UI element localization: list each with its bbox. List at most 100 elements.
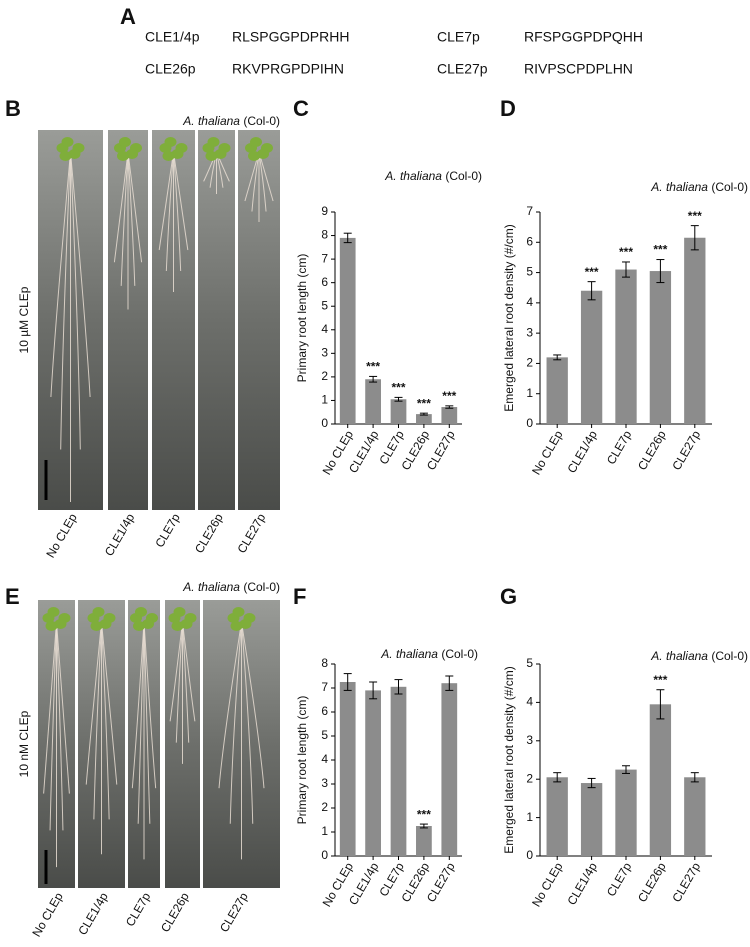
error-bar xyxy=(553,772,562,783)
error-bar xyxy=(394,679,403,695)
root xyxy=(218,621,242,789)
y-tick-label: 3 xyxy=(526,325,533,339)
panel-title: A. thaliana (Col-0) xyxy=(650,180,748,194)
bar xyxy=(684,777,706,856)
leaf xyxy=(45,621,58,631)
leaf xyxy=(239,619,252,629)
error-bar xyxy=(445,405,454,409)
photo-category: CLE26p xyxy=(158,890,192,935)
leaf xyxy=(133,621,145,631)
y-tick-label: 0 xyxy=(526,416,533,430)
y-tick-label: 1 xyxy=(526,386,533,400)
significance: *** xyxy=(391,381,405,395)
x-tick-label: CLE1/4p xyxy=(564,428,600,476)
bar xyxy=(365,379,381,424)
y-tick-label: 4 xyxy=(526,695,533,709)
error-bar xyxy=(419,412,428,416)
leaf xyxy=(119,137,131,147)
y-tick-label: 6 xyxy=(321,704,328,718)
root xyxy=(113,151,129,263)
panel-letter: G xyxy=(500,584,517,609)
error-bar xyxy=(690,225,699,251)
leaf xyxy=(126,149,138,159)
peptide-name: CLE26p xyxy=(145,61,196,77)
panel-letter: D xyxy=(500,96,516,121)
bar xyxy=(615,269,637,424)
bar xyxy=(339,237,356,424)
leaf xyxy=(135,607,147,617)
root xyxy=(158,151,174,251)
error-bar xyxy=(587,777,596,789)
y-tick-label: 8 xyxy=(321,228,328,242)
y-tick-label: 5 xyxy=(526,265,533,279)
bar xyxy=(649,704,672,856)
panel-letter: A xyxy=(120,4,136,29)
leaf xyxy=(142,619,154,629)
peptide-sequence: RFSPGGPDPQHH xyxy=(524,29,643,45)
photo-category: CLE7p xyxy=(152,511,183,550)
x-tick-label: CLE1/4p xyxy=(564,860,600,908)
panel-letter: C xyxy=(293,96,309,121)
treatment-label: 10 nM CLEp xyxy=(17,710,31,777)
y-axis-label: Primary root length (cm) xyxy=(295,696,309,825)
peptide-name: CLE7p xyxy=(437,29,480,45)
y-tick-label: 6 xyxy=(321,275,328,289)
species: A. thaliana xyxy=(650,180,708,194)
panel-letter: E xyxy=(5,584,20,609)
x-tick-label: CLE7p xyxy=(604,860,635,899)
significance: *** xyxy=(653,243,667,257)
photo-category: CLE1/4p xyxy=(102,511,138,559)
root xyxy=(70,151,81,450)
root xyxy=(127,151,143,263)
x-tick-label: CLE26p xyxy=(635,428,669,473)
leaf xyxy=(205,151,218,161)
root xyxy=(169,621,183,722)
y-tick-label: 8 xyxy=(321,656,328,670)
y-tick-label: 4 xyxy=(321,752,328,766)
root xyxy=(137,621,145,824)
panel-letter: B xyxy=(5,96,21,121)
peptide-sequence: RLSPGGPDPRHH xyxy=(232,29,349,45)
root xyxy=(173,151,182,272)
peptide-name: CLE27p xyxy=(437,61,488,77)
strain: (Col-0) xyxy=(711,180,748,194)
leaf xyxy=(99,619,112,629)
peptide-sequence: RIVPSCPDPLHN xyxy=(524,61,633,77)
photo-category: CLE7p xyxy=(123,890,154,929)
y-axis-label: Primary root length (cm) xyxy=(295,254,309,383)
y-tick-label: 1 xyxy=(321,393,328,407)
bar xyxy=(390,686,407,856)
root xyxy=(70,151,91,398)
root xyxy=(131,621,145,789)
bar xyxy=(416,414,432,424)
x-tick-label: CLE7p xyxy=(604,428,635,467)
species: A. thaliana xyxy=(380,647,438,661)
leaf xyxy=(250,137,262,147)
strain: (Col-0) xyxy=(441,647,478,661)
bar xyxy=(339,682,356,856)
y-tick-label: 1 xyxy=(526,810,533,824)
y-tick-label: 1 xyxy=(321,824,328,838)
x-tick-label: CLE27p xyxy=(669,860,703,905)
bar xyxy=(390,399,407,424)
strain: (Col-0) xyxy=(243,580,280,594)
leaf xyxy=(47,607,60,617)
leaf xyxy=(171,621,184,631)
leaf xyxy=(54,619,67,629)
y-tick-label: 4 xyxy=(526,295,533,309)
panel-title: A. thaliana (Col-0) xyxy=(384,169,482,183)
panel-title: A. thaliana (Col-0) xyxy=(182,580,280,594)
y-tick-label: 5 xyxy=(526,656,533,670)
peptide-name: CLE1/4p xyxy=(145,29,200,45)
root xyxy=(56,621,70,794)
root xyxy=(229,621,242,824)
root xyxy=(50,151,71,398)
error-bar xyxy=(622,765,630,774)
photo-category: CLE27p xyxy=(235,511,269,556)
y-tick-label: 5 xyxy=(321,728,328,742)
y-tick-label: 7 xyxy=(321,251,328,265)
error-bar xyxy=(419,823,428,829)
error-bar xyxy=(343,673,352,691)
strain: (Col-0) xyxy=(445,169,482,183)
y-tick-label: 3 xyxy=(321,776,328,790)
